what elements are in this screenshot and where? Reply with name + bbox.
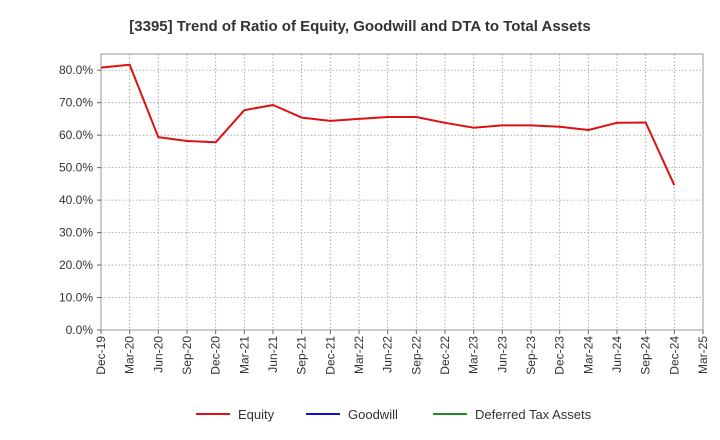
plot-area [100, 53, 704, 331]
x-tick-label: Jun-23 [495, 336, 509, 373]
grid [100, 53, 704, 331]
x-tick-label: Sep-21 [295, 336, 309, 375]
x-tick-label: Dec-24 [667, 336, 681, 375]
x-tick-label: Sep-20 [180, 336, 194, 375]
y-tick-label: 30.0% [59, 226, 93, 240]
x-tick-label: Mar-21 [237, 336, 251, 374]
legend-label-equity: Equity [238, 407, 275, 422]
chart-title: [3395] Trend of Ratio of Equity, Goodwil… [129, 18, 590, 35]
x-tick-label: Dec-23 [553, 336, 567, 375]
y-tick-label: 40.0% [59, 193, 93, 207]
x-tick-label: Mar-20 [123, 336, 137, 374]
series-line-equity [100, 63, 676, 186]
y-tick-label: 60.0% [59, 128, 93, 142]
legend: Equity Goodwill Deferred Tax Assets [196, 407, 592, 422]
y-tick-label: 50.0% [59, 161, 93, 175]
x-tick-label: Dec-22 [438, 336, 452, 375]
y-tick-label: 70.0% [59, 96, 93, 110]
x-tick-label: Sep-24 [639, 336, 653, 375]
x-tick-label: Mar-23 [467, 336, 481, 374]
x-tick-label: Mar-24 [581, 336, 595, 374]
x-tick-label: Mar-25 [696, 336, 710, 374]
legend-label-goodwill: Goodwill [348, 407, 398, 422]
y-tick-label: 80.0% [59, 63, 93, 77]
x-tick-label: Sep-22 [409, 336, 423, 375]
y-tick-label: 20.0% [59, 258, 93, 272]
x-tick-label: Dec-20 [209, 336, 223, 375]
x-tick-label: Dec-19 [94, 336, 108, 375]
series-lines [100, 63, 676, 186]
x-tick-label: Jun-22 [381, 336, 395, 373]
y-tick-label: 10.0% [59, 291, 93, 305]
x-tick-label: Dec-21 [323, 336, 337, 375]
legend-label-deferred-tax-assets: Deferred Tax Assets [475, 407, 592, 422]
x-tick-label: Jun-20 [151, 336, 165, 373]
axes: 0.0% 10.0% 20.0% 30.0% 40.0% 50.0% 60.0% 70.0% 8… [59, 63, 710, 374]
x-tick-label: Mar-22 [352, 336, 366, 374]
y-tick-label: 0.0% [66, 323, 94, 337]
x-tick-label: Jun-21 [266, 336, 280, 373]
x-tick-label: Sep-23 [524, 336, 538, 375]
x-tick-label: Jun-24 [610, 336, 624, 373]
